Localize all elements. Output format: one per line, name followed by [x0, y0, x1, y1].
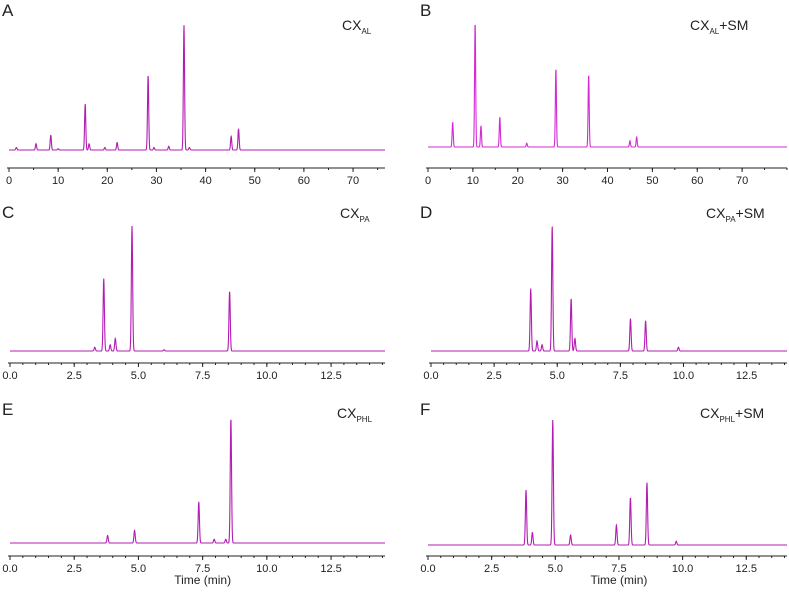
x-tick-label: 12.5 [736, 563, 757, 575]
x-tick-label: 70 [347, 175, 359, 187]
chromatogram-trace [10, 420, 385, 543]
title-main: CX [340, 205, 360, 221]
x-tick-label: 20 [512, 175, 524, 187]
x-tick-label: 0.0 [420, 563, 435, 575]
chromatogram-trace [428, 25, 787, 147]
panel-title: CXAL+SM [690, 17, 748, 36]
x-tick-label: 10.0 [672, 563, 693, 575]
chromatogram-trace [9, 25, 385, 150]
x-tick-label: 2.5 [484, 563, 499, 575]
x-tick-label: 60 [298, 175, 310, 187]
x-tick-label: 10.0 [673, 370, 694, 382]
title-subscript: AL [361, 27, 371, 36]
x-axis-label: Time (min) [174, 573, 231, 587]
title-main: CX [337, 405, 357, 421]
panel-title: CXPHL [337, 405, 373, 424]
panel-letter: F [420, 400, 430, 419]
title-subscript: PA [359, 215, 370, 224]
x-tick-label: 10.0 [256, 370, 277, 382]
x-tick-label: 40 [199, 175, 211, 187]
x-tick-label: 20 [101, 175, 113, 187]
title-subscript: AL [709, 27, 719, 36]
x-tick-label: 7.5 [613, 370, 628, 382]
panel-d: 0.0 2.5 5.0 7.5 10.0 12.5 D CXPA+SM [420, 203, 787, 382]
panel-letter: E [2, 400, 13, 419]
panel-title: CXPA+SM [706, 205, 765, 224]
panel-c: 0.0 2.5 5.0 7.5 10.0 12.5 C CXPA [2, 203, 385, 382]
x-tick-label: 12.5 [320, 563, 341, 575]
chromatogram-trace [428, 420, 787, 545]
panel-letter: A [2, 1, 14, 20]
x-tick-label: 30 [150, 175, 162, 187]
panel-title: CXPA [340, 205, 370, 224]
x-tick-label: 2.5 [486, 370, 501, 382]
title-main: CX [690, 17, 710, 33]
panel-a: 0 10 20 30 40 50 60 70 A CXAL [2, 1, 385, 187]
x-tick-label: 0.0 [2, 563, 17, 575]
x-tick-label: 0 [6, 175, 12, 187]
x-tick-label: 50 [646, 175, 658, 187]
title-subscript: PHL [719, 415, 735, 424]
x-tick-label: 12.5 [736, 370, 757, 382]
x-tick-label: 5.0 [548, 563, 563, 575]
x-tick-label: 2.5 [67, 563, 82, 575]
x-tick-label: 70 [736, 175, 748, 187]
x-tick-label: 0.0 [2, 370, 17, 382]
x-tick-label: 7.5 [195, 370, 210, 382]
panel-letter: D [420, 203, 432, 222]
title-main: CX [700, 405, 720, 421]
x-tick-label: 2.5 [67, 370, 82, 382]
title-subscript: PHL [356, 415, 372, 424]
x-tick-label: 60 [691, 175, 703, 187]
title-main: CX [342, 17, 362, 33]
chromatogram-trace [10, 226, 385, 351]
title-main: CX [706, 205, 726, 221]
panel-letter: C [2, 203, 14, 222]
title-suffix: +SM [719, 17, 748, 33]
x-tick-label: 10.0 [256, 563, 277, 575]
x-tick-label: 10 [52, 175, 64, 187]
x-tick-label: 30 [557, 175, 569, 187]
panel-letter: B [420, 1, 431, 20]
x-tick-label: 10 [467, 175, 479, 187]
panel-title: CXAL [342, 17, 372, 36]
panel-title: CXPHL+SM [700, 405, 764, 424]
x-tick-label: 40 [601, 175, 613, 187]
x-tick-label: 50 [249, 175, 261, 187]
title-suffix: +SM [735, 405, 764, 421]
title-suffix: +SM [736, 205, 765, 221]
x-tick-label: 0 [425, 175, 431, 187]
x-tick-label: 5.0 [131, 370, 146, 382]
x-tick-label: 5.0 [131, 563, 146, 575]
x-tick-label: 0.0 [423, 370, 438, 382]
x-axis-label: Time (min) [591, 573, 648, 587]
x-tick-label: 5.0 [550, 370, 565, 382]
x-tick-label: 12.5 [320, 370, 341, 382]
panel-b: 0 10 20 30 40 50 60 70 B CXAL+SM [420, 1, 787, 187]
chromatogram-trace [431, 227, 787, 351]
